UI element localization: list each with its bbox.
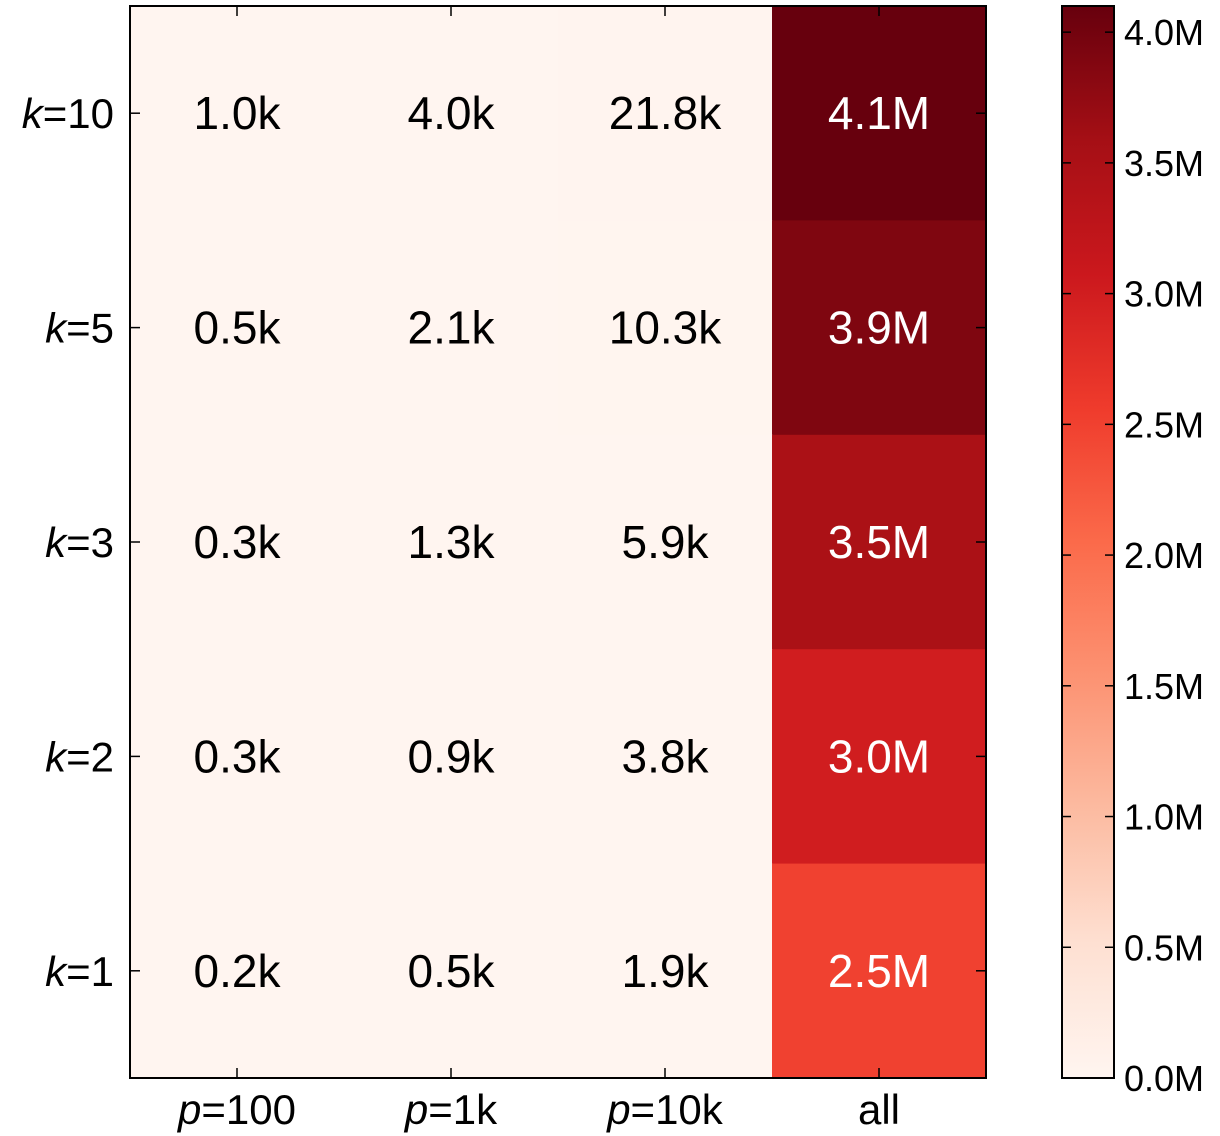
cell-label: 4.1M xyxy=(828,87,930,139)
y-tick-label: k=10 xyxy=(22,90,114,137)
x-tick-label: p=100 xyxy=(176,1086,296,1133)
y-tick-label: k=2 xyxy=(45,733,114,780)
heatmap-cells: 1.0k 4.0k 21.8k 4.1M 0.5k 2.1k 10.3k 3.9M 0.3k 1.… xyxy=(130,6,987,1079)
cell-label: 5.9k xyxy=(622,516,710,568)
y-tick-label: k=1 xyxy=(45,948,114,995)
heatmap-cell xyxy=(344,220,559,436)
colorbar-tick-label: 4.0M xyxy=(1124,12,1204,53)
heatmap-cell xyxy=(130,649,345,865)
heatmap-cell xyxy=(130,6,345,221)
heatmap-cell xyxy=(558,220,773,436)
heatmap-cell xyxy=(772,6,987,221)
cell-label: 3.5M xyxy=(828,516,930,568)
heatmap-cell xyxy=(772,649,987,865)
cell-label: 0.3k xyxy=(194,516,282,568)
cell-label: 21.8k xyxy=(609,87,723,139)
cell-label: 4.0k xyxy=(408,87,496,139)
cell-label: 10.3k xyxy=(609,302,723,354)
cell-label: 2.1k xyxy=(408,302,496,354)
y-tick-label: k=5 xyxy=(45,305,114,352)
heatmap-cell xyxy=(344,434,559,650)
heatmap-cell xyxy=(772,863,987,1079)
colorbar-tick-label: 3.0M xyxy=(1124,274,1204,315)
y-tick-label: k=3 xyxy=(45,519,114,566)
heatmap-cell xyxy=(772,220,987,436)
cell-label: 1.9k xyxy=(622,945,710,997)
heatmap-cell xyxy=(558,434,773,650)
heatmap-cell xyxy=(558,649,773,865)
colorbar-tick-label: 0.0M xyxy=(1124,1058,1204,1099)
heatmap-cell xyxy=(344,649,559,865)
colorbar-tick-label: 1.0M xyxy=(1124,797,1204,838)
x-tick-label: p=10k xyxy=(605,1086,724,1133)
cell-label: 3.9M xyxy=(828,302,930,354)
colorbar-tick-label: 1.5M xyxy=(1124,666,1204,707)
cell-label: 0.9k xyxy=(408,730,496,782)
x-tick-label: p=1k xyxy=(403,1086,498,1133)
y-axis: k=10 k=5 k=3 k=2 k=1 xyxy=(22,90,986,995)
cell-label: 3.8k xyxy=(622,730,710,782)
colorbar-scale xyxy=(1061,5,1115,1079)
cell-label: 2.5M xyxy=(828,945,930,997)
x-tick-label: all xyxy=(858,1086,900,1133)
colorbar-tick-label: 2.0M xyxy=(1124,535,1204,576)
heatmap-cell xyxy=(130,220,345,436)
heatmap-cell xyxy=(772,434,987,650)
heatmap-cell xyxy=(344,863,559,1079)
cell-label: 0.5k xyxy=(194,302,282,354)
heatmap-cell xyxy=(558,863,773,1079)
colorbar-tick-label: 0.5M xyxy=(1124,927,1204,968)
cell-label: 1.0k xyxy=(194,87,282,139)
cell-label: 0.5k xyxy=(408,945,496,997)
colorbar-tick-label: 2.5M xyxy=(1124,404,1204,445)
cell-label: 0.2k xyxy=(194,945,282,997)
cell-label: 1.3k xyxy=(408,516,496,568)
x-axis: p=100 p=1k p=10k all xyxy=(176,6,900,1133)
cell-label: 3.0M xyxy=(828,730,930,782)
cell-label: 0.3k xyxy=(194,730,282,782)
heatmap-cell xyxy=(130,434,345,650)
heatmap-cell xyxy=(130,863,345,1079)
colorbar-tick-label: 3.5M xyxy=(1124,143,1204,184)
heatmap-cell xyxy=(558,6,773,221)
heatmap-cell xyxy=(344,6,559,221)
colorbar: 0.0M 0.5M 1.0M 1.5M 2.0M 2.5M 3.0M 3.5M 4.0M xyxy=(1061,5,1204,1099)
